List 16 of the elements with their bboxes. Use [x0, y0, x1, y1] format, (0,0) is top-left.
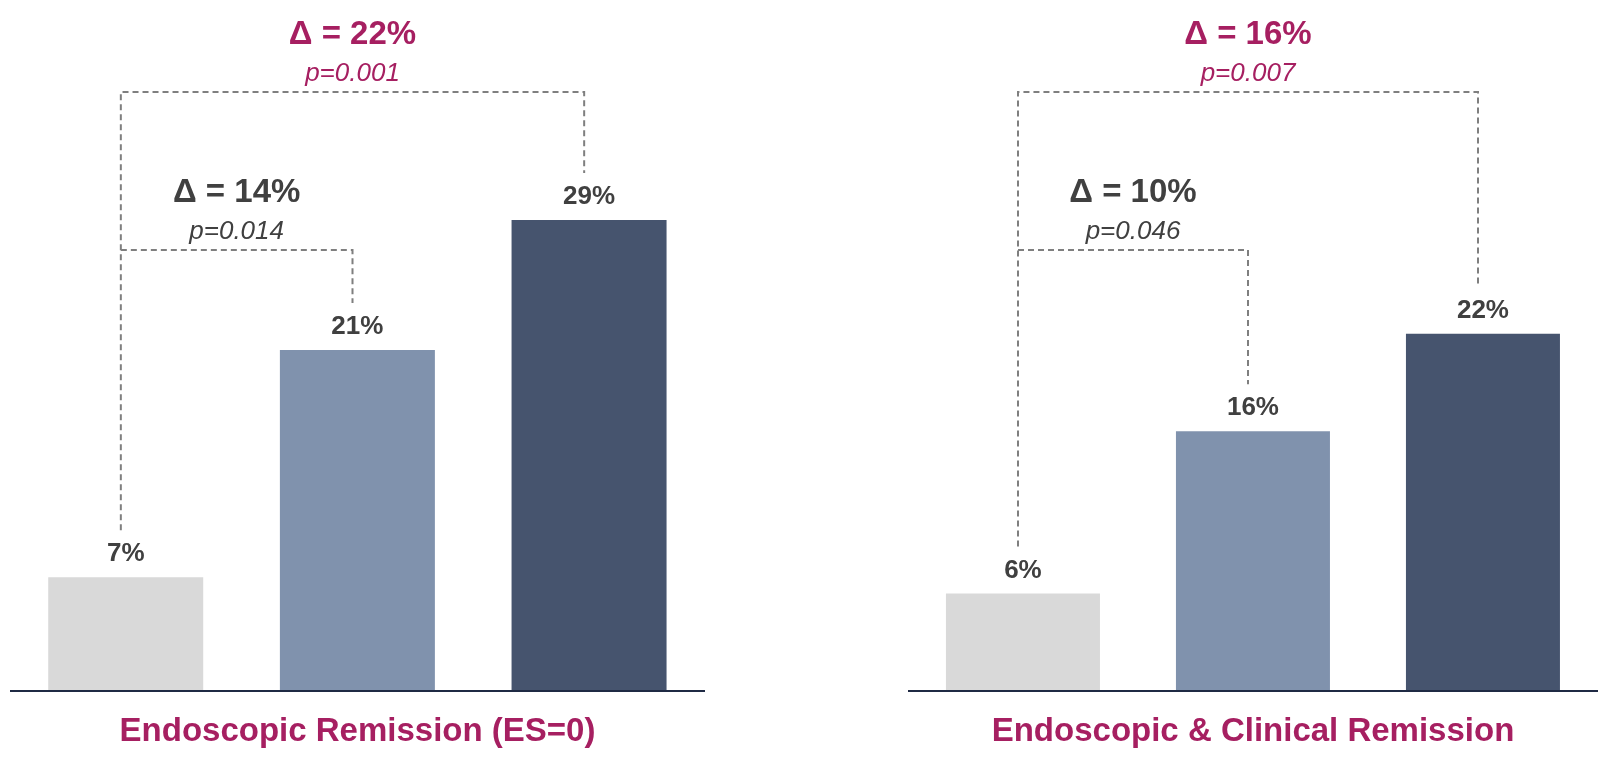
x-axis-title: Endoscopic & Clinical Remission [991, 710, 1515, 748]
text: Δ = 10% [1069, 171, 1197, 209]
x-axis-title: Endoscopic Remission (ES=0) [119, 710, 596, 748]
text: Δ = 16% [1184, 13, 1312, 51]
text: Δ = 14% [172, 171, 301, 209]
text: Δ = 22% [288, 13, 417, 51]
data-label: 22% [1456, 293, 1509, 324]
annotation: p=0.014 [188, 215, 285, 245]
text: p=0.046 [1084, 215, 1181, 245]
data-label: 7% [106, 537, 145, 568]
data-label: 16% [1226, 391, 1279, 422]
text: p=0.007 [1199, 57, 1297, 87]
text: p=0.001 [304, 57, 400, 87]
data-label: 6% [1004, 553, 1042, 584]
data-label: 29% [563, 180, 616, 210]
data-label: 21% [331, 309, 384, 340]
